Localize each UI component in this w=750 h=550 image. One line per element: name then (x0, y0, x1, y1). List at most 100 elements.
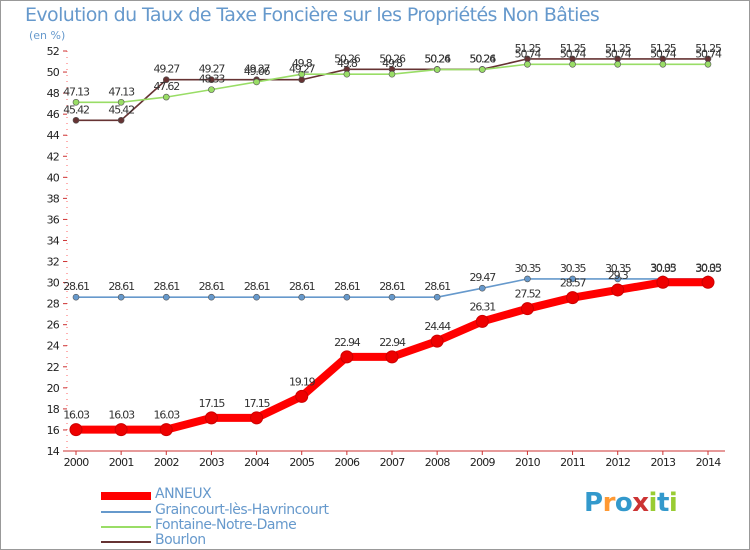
logo-letter: P (584, 488, 603, 518)
x-tick-label: 2007 (380, 456, 406, 469)
logo-letter: o (614, 488, 633, 518)
data-point (388, 70, 396, 78)
data-label: 50.24 (470, 53, 497, 66)
data-label: 30.35 (695, 262, 722, 275)
data-label: 50.26 (424, 52, 451, 65)
data-point (385, 350, 399, 364)
y-tick-label: 28 (47, 298, 60, 311)
data-point (117, 116, 125, 124)
data-label: 29.47 (470, 271, 497, 284)
data-point (117, 293, 125, 301)
data-label: 28.61 (154, 280, 180, 293)
x-tick-label: 2000 (64, 456, 90, 469)
legend-label: Fontaine-Notre-Dame (155, 517, 297, 533)
data-label: 17.15 (244, 397, 271, 410)
data-label: 16.03 (108, 409, 135, 422)
data-point (298, 76, 306, 84)
logo-letter: t (656, 488, 669, 518)
data-label: 51.25 (695, 42, 722, 55)
data-point (704, 60, 712, 68)
data-label: 50.24 (424, 53, 451, 66)
legend-label: Bourlon (155, 532, 206, 548)
y-tick-label: 24 (47, 340, 60, 353)
y-tick-label: 40 (47, 171, 60, 184)
x-tick-label: 2002 (154, 456, 179, 469)
y-tick-label: 18 (47, 403, 60, 416)
data-point (659, 60, 667, 68)
x-tick-label: 2010 (515, 456, 541, 469)
y-tick-label: 38 (47, 192, 60, 205)
y-tick-label: 22 (47, 361, 59, 374)
data-point (298, 70, 306, 78)
data-point (72, 293, 80, 301)
data-label: 30.35 (650, 262, 677, 275)
data-point (343, 70, 351, 78)
data-label: 49.27 (154, 63, 181, 76)
data-label: 50.26 (379, 52, 406, 65)
data-point (72, 116, 80, 124)
data-label: 28.61 (379, 280, 405, 293)
data-label: 30.35 (605, 262, 632, 275)
data-label: 16.03 (154, 409, 181, 422)
data-point (478, 66, 486, 73)
data-point (298, 293, 306, 301)
data-point (566, 291, 580, 305)
legend-swatch (101, 511, 151, 513)
logo-letter: x (632, 488, 649, 518)
data-point (208, 293, 215, 301)
proxiti-logo: Proxiti (584, 488, 678, 518)
data-label: 47.62 (154, 80, 180, 93)
x-tick-label: 2011 (560, 456, 585, 469)
data-label: 30.03 (650, 261, 677, 274)
data-point (524, 275, 531, 283)
data-label: 30.35 (515, 262, 542, 275)
data-label: 17.15 (199, 397, 226, 410)
data-point (253, 293, 260, 301)
y-tick-label: 30 (47, 277, 60, 290)
legend-label: ANNEUX (155, 486, 212, 502)
data-point (295, 389, 309, 403)
data-point (430, 334, 444, 348)
data-label: 50.26 (334, 52, 361, 65)
data-point (162, 93, 170, 101)
data-label: 51.25 (515, 42, 542, 55)
logo-letter: i (668, 488, 678, 518)
data-label: 49.27 (289, 63, 316, 76)
data-point (208, 86, 215, 93)
data-point (343, 293, 351, 301)
data-label: 45.42 (63, 103, 89, 116)
legend-swatch (101, 526, 151, 528)
data-label: 22.94 (379, 336, 406, 349)
x-tick-label: 2005 (289, 456, 315, 469)
data-label: 27.52 (515, 288, 541, 301)
y-tick-label: 36 (47, 213, 60, 226)
data-label: 51.25 (605, 42, 632, 55)
data-point (340, 350, 354, 364)
data-label: 28.61 (334, 280, 360, 293)
y-tick-label: 48 (47, 87, 60, 100)
data-point (433, 66, 441, 73)
data-point (520, 302, 534, 316)
data-label: 28.61 (424, 280, 450, 293)
data-label: 28.61 (244, 280, 270, 293)
data-point (569, 275, 576, 283)
data-point (114, 423, 128, 437)
data-label: 49.8 (337, 57, 358, 70)
data-point (117, 98, 125, 106)
x-tick-label: 2012 (605, 456, 630, 469)
data-label: 28.61 (199, 280, 225, 293)
data-label: 26.31 (470, 300, 496, 313)
legend-swatch (101, 492, 151, 500)
data-label: 16.03 (63, 409, 90, 422)
data-point (388, 293, 396, 301)
data-point (69, 423, 83, 437)
data-label: 49.27 (244, 63, 271, 76)
data-point (72, 98, 80, 106)
data-point (569, 60, 576, 68)
y-tick-label: 14 (47, 445, 60, 458)
y-tick-label: 32 (47, 256, 59, 269)
data-point (701, 275, 715, 289)
data-point (253, 78, 260, 86)
y-tick-label: 34 (47, 234, 60, 247)
